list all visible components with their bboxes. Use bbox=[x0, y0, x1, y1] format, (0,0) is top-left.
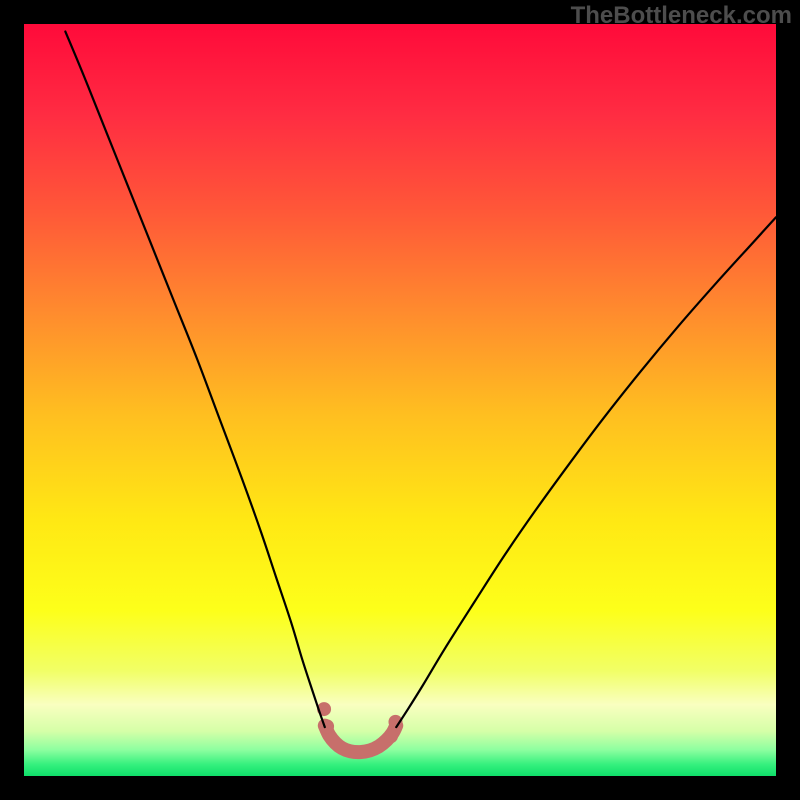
plot-area bbox=[24, 24, 776, 776]
right-curve bbox=[396, 217, 776, 727]
valley-marker-dot bbox=[384, 729, 398, 743]
stage: TheBottleneck.com bbox=[0, 0, 800, 800]
chart-svg bbox=[24, 24, 776, 776]
watermark-text: TheBottleneck.com bbox=[571, 2, 792, 30]
left-curve bbox=[65, 32, 324, 728]
